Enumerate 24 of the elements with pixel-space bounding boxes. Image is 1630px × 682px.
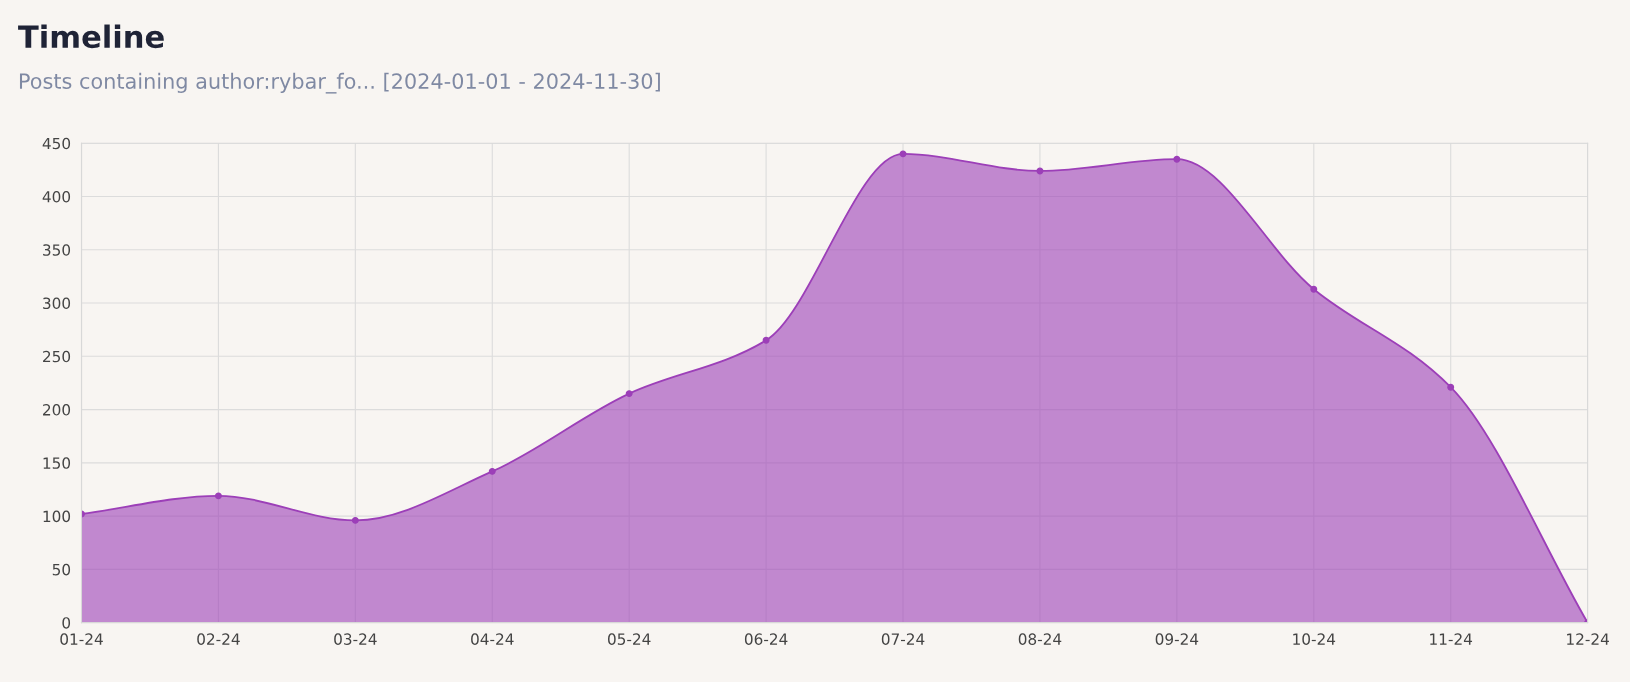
x-tick-label: 01-24 bbox=[60, 633, 103, 645]
chart-title: Timeline bbox=[18, 24, 164, 49]
chart-subtitle: Posts containing author:rybar_fo... [2024-01-01 - 2024-11-30] bbox=[19, 72, 660, 94]
x-tick-label: 08-24 bbox=[1018, 633, 1062, 645]
y-tick-label: 50 bbox=[52, 563, 71, 576]
y-tick-label: 100 bbox=[43, 510, 71, 523]
y-tick-label: 400 bbox=[42, 190, 71, 203]
x-tick-label: 04-24 bbox=[471, 633, 514, 645]
x-tick-label: 12-24 bbox=[1567, 633, 1609, 645]
y-tick-label: 200 bbox=[43, 404, 71, 416]
x-tick-label: 07-24 bbox=[881, 633, 925, 645]
y-tick-label: 150 bbox=[43, 457, 71, 469]
x-tick-label: 10-24 bbox=[1293, 633, 1336, 645]
y-tick-label: 450 bbox=[42, 137, 71, 150]
y-tick-label: 0 bbox=[62, 617, 71, 629]
y-tick-label: 350 bbox=[43, 244, 71, 256]
x-tick-label: 06-24 bbox=[744, 633, 788, 645]
x-tick-label: 11-24 bbox=[1430, 633, 1473, 645]
x-tick-label: 03-24 bbox=[334, 633, 377, 645]
x-tick-label: 05-24 bbox=[607, 633, 651, 645]
y-tick-label: 250 bbox=[43, 350, 71, 363]
y-tick-label: 300 bbox=[43, 297, 71, 310]
x-tick-label: 09-24 bbox=[1155, 633, 1199, 645]
x-tick-label: 02-24 bbox=[197, 633, 240, 645]
